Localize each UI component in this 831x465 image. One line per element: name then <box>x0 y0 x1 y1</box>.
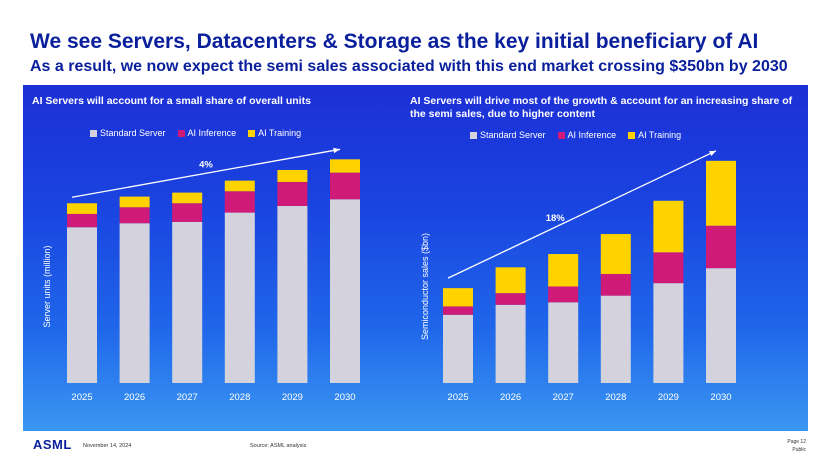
right-chart-title: AI Servers will drive most of the growth… <box>410 95 793 120</box>
left-bar-inference-2029 <box>277 181 308 206</box>
right-bar-inference-2029 <box>653 252 684 284</box>
legend-swatch-training <box>248 129 256 137</box>
left-bar-training-2027 <box>172 192 203 204</box>
left-bar-inference-2028 <box>224 191 255 213</box>
slide-subtitle: As a result, we now expect the semi sale… <box>30 58 788 75</box>
left-bar-standard-2025 <box>67 227 97 383</box>
legend-item-inference-right: AI Inference <box>557 130 617 140</box>
left-chart-title: AI Servers will account for a small shar… <box>32 95 311 107</box>
right-bar-training-2027 <box>548 254 579 287</box>
legend-label-inference-right: AI Inference <box>567 130 617 140</box>
right-x-tick-2025: 2025 <box>447 392 468 403</box>
left-chart-legend: Standard Server AI Inference AI Training <box>90 128 301 138</box>
left-bar-inference-2026 <box>119 207 150 224</box>
left-x-tick-2030: 2030 <box>334 392 355 403</box>
left-x-tick-2026: 2026 <box>124 392 145 403</box>
right-growth-annotation: 18% <box>546 213 566 224</box>
classification-label: Public <box>792 447 806 453</box>
legend-swatch-inference <box>177 129 185 137</box>
right-growth-arrow-line <box>447 150 717 279</box>
right-y-axis-label: Semiconductor sales ($bn) <box>420 233 430 340</box>
legend-label-standard-right: Standard Server <box>480 130 546 140</box>
left-growth-arrow-line <box>71 148 341 198</box>
right-bar-training-2025 <box>443 288 473 307</box>
left-bar-standard-2029 <box>277 205 308 383</box>
right-bar-standard-2027 <box>548 302 579 383</box>
right-bar-standard-2028 <box>600 295 631 383</box>
left-bar-standard-2026 <box>119 223 150 383</box>
left-bar-training-2030 <box>330 159 360 173</box>
right-chart-legend: Standard Server AI Inference AI Training <box>470 130 681 140</box>
right-bar-inference-2026 <box>495 293 526 305</box>
right-bar-inference-2028 <box>600 273 631 296</box>
legend-label-training-right: AI Training <box>638 130 682 140</box>
right-growth-arrow-head <box>709 150 716 157</box>
right-bar-training-2026 <box>495 267 526 294</box>
legend-swatch-standard <box>90 129 97 137</box>
left-bar-inference-2030 <box>330 172 360 200</box>
legend-item-training-right: AI Training <box>628 130 681 140</box>
right-bar-training-2030 <box>706 160 736 226</box>
left-bar-standard-2028 <box>224 212 255 383</box>
legend-item-training: AI Training <box>248 128 301 138</box>
left-bar-standard-2030 <box>330 199 360 383</box>
page-number: Page 12 <box>787 439 806 445</box>
left-x-tick-2029: 2029 <box>282 392 303 403</box>
legend-item-standard-right: Standard Server <box>470 130 546 140</box>
slide-title: We see Servers, Datacenters & Storage as… <box>30 30 759 53</box>
legend-label-training: AI Training <box>258 128 302 138</box>
right-x-tick-2030: 2030 <box>710 392 731 403</box>
left-bar-inference-2025 <box>67 213 97 228</box>
right-x-tick-2029: 2029 <box>658 392 679 403</box>
legend-swatch-training-right <box>628 131 636 139</box>
right-x-tick-2027: 2027 <box>553 392 574 403</box>
footer-date: November 14, 2024 <box>83 443 132 449</box>
left-x-tick-2025: 2025 <box>71 392 92 403</box>
legend-label-standard: Standard Server <box>100 128 166 138</box>
legend-swatch-inference-right <box>557 131 565 139</box>
left-bar-standard-2027 <box>172 221 203 383</box>
left-x-tick-2027: 2027 <box>177 392 198 403</box>
footer-source: Source: ASML analysis <box>250 443 307 449</box>
left-bar-training-2028 <box>224 180 255 192</box>
right-bar-training-2028 <box>600 234 631 274</box>
right-bar-standard-2025 <box>443 314 473 383</box>
right-bar-standard-2026 <box>495 304 526 383</box>
right-x-tick-2026: 2026 <box>500 392 521 403</box>
asml-logo: ASML <box>33 437 72 452</box>
right-bar-inference-2025 <box>443 306 473 315</box>
legend-label-inference: AI Inference <box>187 128 237 138</box>
right-bar-inference-2027 <box>548 286 579 303</box>
left-growth-annotation: 4% <box>199 159 213 170</box>
left-growth-arrow-head <box>333 147 340 154</box>
right-bar-inference-2030 <box>706 225 736 269</box>
footer-page-info: Page 12 Public <box>787 438 806 454</box>
right-bar-standard-2029 <box>653 283 684 383</box>
left-bar-inference-2027 <box>172 203 203 222</box>
legend-item-inference: AI Inference <box>177 128 237 138</box>
left-bar-training-2025 <box>67 203 97 214</box>
right-bar-standard-2030 <box>706 268 736 383</box>
right-x-tick-2028: 2028 <box>605 392 626 403</box>
right-bar-training-2029 <box>653 200 684 253</box>
legend-swatch-standard-right <box>470 131 477 139</box>
left-y-axis-label: Server units (million) <box>42 245 52 327</box>
legend-item-standard: Standard Server <box>90 128 166 138</box>
left-bar-training-2026 <box>119 196 150 208</box>
left-bar-training-2029 <box>277 169 308 182</box>
left-x-tick-2028: 2028 <box>229 392 250 403</box>
